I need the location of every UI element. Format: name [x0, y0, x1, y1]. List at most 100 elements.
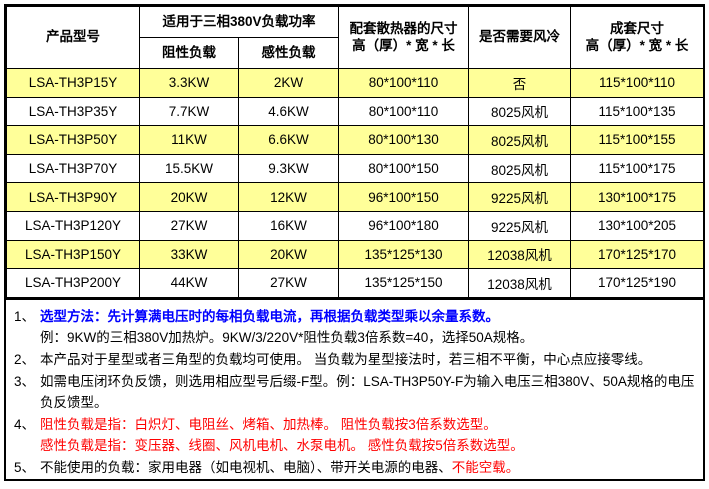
- cell-resistive: 11KW: [139, 125, 239, 155]
- table-row: LSA-TH3P35Y 7.7KW 4.6KW 80*100*110 8025风机 115…: [6, 96, 704, 127]
- header-product-model: 产品型号: [6, 6, 140, 69]
- cell-model: LSA-TH3P70Y: [6, 153, 140, 184]
- cell-model: LSA-TH3P15Y: [6, 68, 140, 98]
- header-power-group: 适用于三相380V负载功率: [139, 6, 339, 38]
- cell-set: 130*100*205: [570, 210, 704, 241]
- table-row: LSA-TH3P120Y 27KW 16KW 96*100*180 9225风机 130*…: [6, 210, 704, 241]
- note-number: [14, 435, 40, 457]
- cell-inductive: 12KW: [238, 182, 339, 212]
- note-text-segment: 如需电压闭环负反馈，则选用相应型号后缀-F型。例：LSA-TH3P50Y-F为输…: [40, 373, 695, 411]
- cell-model: LSA-TH3P35Y: [6, 96, 140, 127]
- table-row: LSA-TH3P90Y 20KW 12KW 96*100*150 9225风机 130*1…: [6, 182, 704, 212]
- header-row-1: 产品型号 适用于三相380V负载功率 配套散热器的尺寸 高（厚）* 宽 * 长 …: [6, 6, 704, 69]
- cell-resistive: 7.7KW: [139, 96, 239, 127]
- header-fan-required: 是否需要风冷: [468, 6, 571, 69]
- spec-sheet: 产品型号 适用于三相380V负载功率 配套散热器的尺寸 高（厚）* 宽 * 长 …: [4, 4, 705, 481]
- cell-resistive: 33KW: [139, 239, 239, 270]
- cell-resistive: 15.5KW: [139, 153, 239, 184]
- note-text: 感性负载是指：变压器、线圈、风机电机、水泵电机。 感性负载按5倍系数选型。: [40, 435, 699, 457]
- cell-model: LSA-TH3P200Y: [6, 268, 140, 298]
- table-row: LSA-TH3P15Y 3.3KW 2KW 80*100*110 否 115*100*11…: [6, 68, 704, 98]
- note-line: 例：9KW的三相380V加热炉。9KW/3/220V*阻性负载3倍系数=40，选…: [14, 327, 699, 349]
- cell-fan: 9225风机: [468, 182, 571, 212]
- cell-model: LSA-TH3P120Y: [6, 210, 140, 241]
- note-text-segment: 本产品对于星型或者三角型的负载均可使用。 当负载为星型接法时，若三相不平衡，中心…: [40, 351, 652, 367]
- header-heatsink-line1: 配套散热器的尺寸: [349, 20, 458, 36]
- note-text: 例：9KW的三相380V加热炉。9KW/3/220V*阻性负载3倍系数=40，选…: [40, 327, 699, 349]
- header-set-line1: 成套尺寸: [610, 20, 664, 36]
- note-text-segment: 感性负载是指：变压器、线圈、风机电机、水泵电机。 感性负载按5倍系数选型。: [40, 438, 524, 454]
- header-heatsink-line2: 高（厚）* 宽 * 长: [352, 37, 455, 53]
- cell-fan: 否: [468, 68, 571, 98]
- product-spec-table: 产品型号 适用于三相380V负载功率 配套散热器的尺寸 高（厚）* 宽 * 长 …: [6, 6, 704, 298]
- cell-inductive: 16KW: [238, 210, 339, 241]
- cell-fan: 8025风机: [468, 96, 571, 127]
- cell-fan: 12038风机: [468, 268, 571, 298]
- table-row: LSA-TH3P70Y 15.5KW 9.3KW 80*100*150 8025风机 11…: [6, 153, 704, 184]
- note-text-segment: 例：9KW的三相380V加热炉。9KW/3/220V*阻性负载3倍系数=40，选…: [40, 330, 534, 346]
- cell-fan: 9225风机: [468, 210, 571, 241]
- note-line: 3、 如需电压闭环负反馈，则选用相应型号后缀-F型。例：LSA-TH3P50Y-F…: [14, 371, 699, 414]
- note-line: 2、 本产品对于星型或者三角型的负载均可使用。 当负载为星型接法时，若三相不平衡，…: [14, 349, 699, 371]
- cell-inductive: 6.6KW: [238, 125, 339, 155]
- cell-set: 170*125*170: [570, 239, 704, 270]
- table-row: LSA-TH3P200Y 44KW 27KW 135*125*150 12038风机 17…: [6, 268, 704, 298]
- note-line: 感性负载是指：变压器、线圈、风机电机、水泵电机。 感性负载按5倍系数选型。: [14, 435, 699, 457]
- note-line: 4、 阻性负载是指：白炽灯、电阻丝、烤箱、加热棒。 阻性负载按3倍系数选型。: [14, 414, 699, 436]
- note-text-segment: 选型方法：先计算满电压时的每相负载电流，再根据负载类型乘以余量系数。: [40, 308, 499, 324]
- cell-set: 170*125*190: [570, 268, 704, 298]
- table-body: LSA-TH3P15Y 3.3KW 2KW 80*100*110 否 115*100*11…: [6, 68, 704, 298]
- table-row: LSA-TH3P150Y 33KW 20KW 135*125*130 12038风机 17…: [6, 239, 704, 270]
- cell-heatsink: 96*100*180: [338, 210, 469, 241]
- cell-heatsink: 96*100*150: [338, 182, 469, 212]
- note-number: [14, 327, 40, 349]
- cell-inductive: 2KW: [238, 68, 339, 98]
- cell-inductive: 4.6KW: [238, 96, 339, 127]
- cell-set: 115*100*155: [570, 125, 704, 155]
- cell-resistive: 3.3KW: [139, 68, 239, 98]
- note-number: 5、: [14, 459, 36, 475]
- header-set-size: 成套尺寸 高（厚）* 宽 * 长: [570, 6, 704, 69]
- notes-section: 1、 选型方法：先计算满电压时的每相负载电流，再根据负载类型乘以余量系数。例：9K…: [6, 297, 703, 479]
- cell-inductive: 9.3KW: [238, 153, 339, 184]
- cell-inductive: 20KW: [238, 239, 339, 270]
- cell-fan: 12038风机: [468, 239, 571, 270]
- cell-set: 115*100*175: [570, 153, 704, 184]
- header-resistive-load: 阻性负载: [139, 37, 239, 69]
- header-set-line2: 高（厚）* 宽 * 长: [585, 37, 689, 53]
- cell-fan: 8025风机: [468, 153, 571, 184]
- cell-set: 130*100*175: [570, 182, 704, 212]
- note-text: 本产品对于星型或者三角型的负载均可使用。 当负载为星型接法时，若三相不平衡，中心…: [40, 349, 699, 371]
- cell-heatsink: 135*125*130: [338, 239, 469, 270]
- note-line: 1、 选型方法：先计算满电压时的每相负载电流，再根据负载类型乘以余量系数。: [14, 306, 699, 328]
- table-header: 产品型号 适用于三相380V负载功率 配套散热器的尺寸 高（厚）* 宽 * 长 …: [6, 6, 704, 69]
- note-text: 阻性负载是指：白炽灯、电阻丝、烤箱、加热棒。 阻性负载按3倍系数选型。: [40, 414, 699, 436]
- note-number: 4、: [14, 416, 36, 432]
- note-text: 如需电压闭环负反馈，则选用相应型号后缀-F型。例：LSA-TH3P50Y-F为输…: [40, 371, 699, 414]
- cell-model: LSA-TH3P50Y: [6, 125, 140, 155]
- note-number: 3、: [14, 373, 36, 389]
- cell-resistive: 20KW: [139, 182, 239, 212]
- cell-fan: 8025风机: [468, 125, 571, 155]
- cell-inductive: 27KW: [238, 268, 339, 298]
- cell-set: 115*100*135: [570, 96, 704, 127]
- table-row: LSA-TH3P50Y 11KW 6.6KW 80*100*130 8025风机 115*…: [6, 125, 704, 155]
- cell-set: 115*100*110: [570, 68, 704, 98]
- header-heatsink-size: 配套散热器的尺寸 高（厚）* 宽 * 长: [338, 6, 469, 69]
- note-text-segment: 阻性负载是指：白炽灯、电阻丝、烤箱、加热棒。 阻性负载按3倍系数选型。: [40, 416, 497, 432]
- note-number: 1、: [14, 308, 36, 324]
- cell-heatsink: 80*100*150: [338, 153, 469, 184]
- cell-heatsink: 80*100*110: [338, 68, 469, 98]
- header-row-2: 阻性负载 感性负载: [7, 37, 704, 69]
- header-inductive-load: 感性负载: [238, 37, 339, 69]
- cell-model: LSA-TH3P90Y: [6, 182, 140, 212]
- cell-heatsink: 80*100*110: [338, 96, 469, 127]
- cell-heatsink: 135*125*150: [338, 268, 469, 298]
- note-text-segment: 不能空载。: [451, 459, 520, 475]
- cell-resistive: 27KW: [139, 210, 239, 241]
- note-text: 选型方法：先计算满电压时的每相负载电流，再根据负载类型乘以余量系数。: [40, 306, 699, 328]
- cell-model: LSA-TH3P150Y: [6, 239, 140, 270]
- cell-resistive: 44KW: [139, 268, 239, 298]
- cell-heatsink: 80*100*130: [338, 125, 469, 155]
- note-line: 5、 不能使用的负载：家用电器（如电视机、电脑）、带开关电源的电器、不能空载。: [14, 457, 699, 479]
